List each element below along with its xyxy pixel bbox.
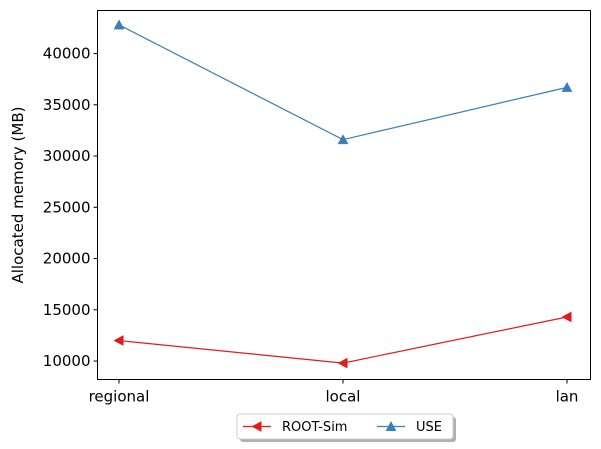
data-point [337, 134, 349, 145]
plot-frame [97, 10, 591, 380]
y-axis: 10000 15000 20000 25000 30000 35000 40000 [43, 45, 98, 370]
y-tick-label: 10000 [43, 352, 91, 370]
x-tick-label: regional [89, 388, 150, 406]
x-tick-label: lan [556, 388, 579, 406]
y-tick-label: 20000 [43, 250, 91, 268]
y-tick-label: 15000 [43, 301, 91, 319]
data-point [337, 357, 348, 369]
x-axis: regional local lan [89, 379, 579, 406]
legend-marker [385, 420, 397, 431]
legend-marker [251, 421, 262, 432]
y-tick-label: 25000 [43, 198, 91, 216]
legend: ROOT-Sim USE [236, 413, 456, 442]
y-axis-title: Allocated memory (MB) [9, 107, 27, 284]
legend-frame [236, 413, 454, 440]
series-line [118, 316, 568, 364]
data-point [113, 335, 124, 346]
y-tick-label: 35000 [43, 96, 91, 114]
data-point [561, 81, 573, 92]
legend-label: USE [416, 420, 442, 435]
series-line [118, 24, 568, 141]
legend-items: ROOT-Sim USE [243, 420, 442, 435]
y-tick-label: 30000 [43, 147, 91, 165]
legend-label: ROOT-Sim [282, 420, 347, 435]
y-tick-label: 40000 [43, 45, 91, 63]
data-point [113, 19, 125, 30]
data-point [561, 311, 572, 323]
plot-area [113, 19, 573, 369]
x-tick-label: local [326, 388, 361, 406]
